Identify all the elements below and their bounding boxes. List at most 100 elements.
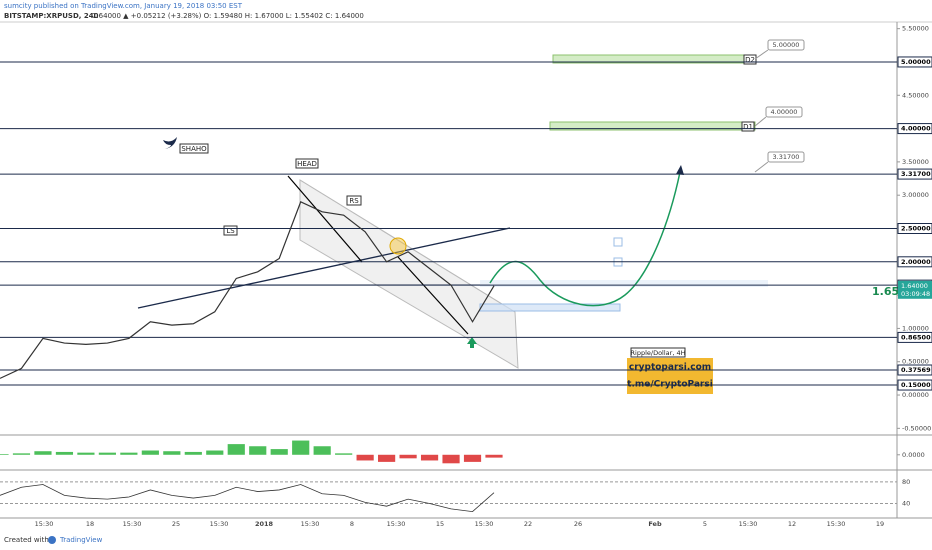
x-tick-label: 15 [436,520,444,528]
ls-label: LS [226,227,235,235]
label-box [179,143,209,154]
x-tick-label: 12 [788,520,796,528]
last-price-label: 1.64000 [901,282,928,290]
macd-tick-label: 0.0000 [902,451,925,459]
callout-line [754,116,767,127]
twitter-icon [163,137,177,149]
y-tick-label: 0.50000 [902,358,929,366]
x-tick-label: 15:30 [301,520,320,528]
macd-bar [270,449,288,455]
level-label: 3.31700 [901,170,931,178]
macd-bar [463,454,482,462]
x-tick-label: 18 [86,520,94,528]
x-tick-label: 25 [172,520,180,528]
footer-brand: TradingView [59,536,103,544]
level-tag [897,56,932,68]
d1-label: D1 [743,123,753,131]
macd-bar [34,451,52,455]
zone [480,280,768,287]
macd-bar [420,454,439,461]
macd-bar [313,446,331,455]
arrow-line [397,256,469,335]
callout-text: 4.00000 [771,108,798,116]
callout [765,106,803,118]
marker [613,237,623,247]
macd-bar [249,446,267,455]
macd-bar [184,451,202,455]
x-tick-label: 2018 [255,520,274,528]
annotations: HEAD LS RS SHAHO D2 D1 5.00000 4.00000 3… [163,39,907,394]
y-tick-label: 3.50000 [902,158,929,166]
label-box [741,121,755,132]
pair-label: Ripple/Dollar, 4H [631,349,686,357]
macd-bar [12,453,31,455]
level-label: 2.00000 [901,258,931,266]
macd-bar [442,454,460,464]
level-label: 0.86500 [901,333,931,341]
highlight-circle [389,237,407,255]
publisher: sumcity published on TradingView.com, Ja… [4,2,243,10]
x-tick-label: 8 [350,520,354,528]
level-label: 4.00000 [901,125,931,133]
channel-edge [299,179,516,313]
callout [767,39,805,51]
y-tick-label: -0.50000 [902,424,931,432]
x-tick-label: Feb [648,520,662,528]
level-label: 0.15000 [901,381,931,389]
callout [767,151,805,163]
macd-bar [356,454,374,461]
level-tag [897,123,932,135]
macd-bar [55,451,74,455]
level-tag [897,331,932,343]
macd-bar [141,450,159,455]
countdown: 03:09:48 [901,290,930,298]
brand-icon [48,536,56,544]
level-label: 2.50000 [901,225,931,233]
footer-created: Created with [4,536,49,544]
y-tick-label: 1.00000 [902,324,929,332]
arrow-head [676,165,684,175]
y-tick-label: 4.50000 [902,91,929,99]
x-tick-label: 15:30 [210,520,229,528]
neckline [137,227,511,309]
level-tag [897,364,932,376]
head-label: HEAD [297,160,317,168]
macd-bar [335,453,353,455]
site: cryptoparsi.com [629,363,711,373]
macd-bar [399,454,417,459]
level-tag [897,256,932,268]
x-tick-label: 15:30 [827,520,846,528]
x-tick-label: 5 [703,520,707,528]
quote: 1.64000 ▲ +0.05212 (+3.28%) O: 1.59480 H… [92,12,364,20]
x-tick-label: 15:30 [739,520,758,528]
symbol: BITSTAMP:XRPUSD, 240 [4,12,99,20]
level-tag [897,379,932,391]
telegram: t.me/CryptoParsi [627,380,713,390]
callout-line [754,161,769,173]
level-label: 0.37569 [901,366,931,374]
x-tick-label: 22 [524,520,532,528]
label-box [223,225,238,236]
y-tick-label: 0.00000 [902,391,929,399]
macd-bar [485,454,503,458]
twitter-handle: SHAHO [181,145,207,153]
macd-bar [120,452,138,455]
callout-text: 5.00000 [773,41,800,49]
macd-bar [98,452,116,455]
last-price-tag [898,280,932,299]
arrow-line [287,175,363,263]
macd-bar [77,452,95,455]
up-arrow [467,337,477,344]
label-box [743,54,757,65]
x-tick-label: 15:30 [35,520,54,528]
level-tag [897,223,932,234]
price-line [0,201,495,379]
d2-label: D2 [745,56,755,64]
x-tick-label: 26 [574,520,582,528]
zone [479,303,621,312]
x-tick-label: 15:30 [387,520,406,528]
macd-bar [0,454,9,455]
macd-bar [163,451,181,455]
